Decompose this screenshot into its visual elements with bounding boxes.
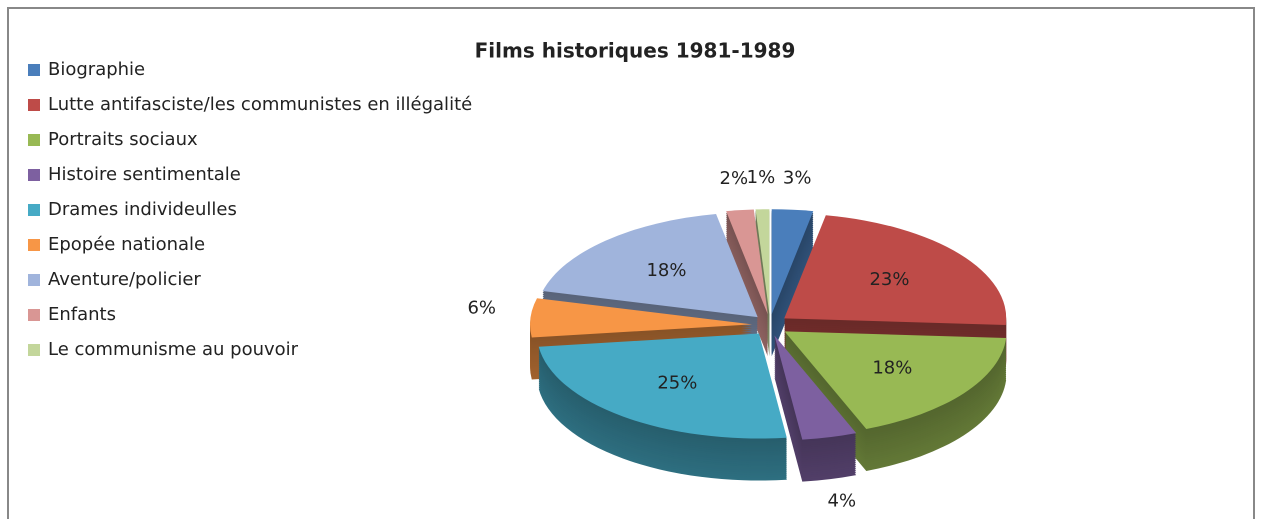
slice-side [726,213,768,319]
slice-side [726,221,768,327]
data-label: 18% [872,357,912,378]
slice-side [726,231,768,337]
legend-label: Epopée nationale [48,234,205,255]
legend-swatch [28,134,40,146]
slice [530,298,753,338]
legend-label: Lutte antifasciste/les communistes en il… [48,94,472,115]
legend-swatch [28,309,40,321]
data-label: 23% [869,269,909,290]
data-label: 6% [467,297,496,318]
slice-side [726,229,768,335]
legend-label: Enfants [48,304,116,325]
data-label: 25% [657,372,697,393]
legend-swatch [28,344,40,356]
slice-side [726,235,768,341]
slice [542,213,758,318]
data-label: 2% [720,168,749,189]
slice [784,215,1007,325]
legend-swatch [28,239,40,251]
slice [755,209,770,315]
legend-swatch [28,99,40,111]
legend-label: Drames individeulles [48,199,237,220]
slice-side [726,223,768,329]
slice-side [726,217,768,323]
slice-side [726,233,768,339]
slice-side [726,215,768,321]
data-label: 3% [783,168,812,189]
legend-label: Biographie [48,59,145,80]
slice-side [726,211,768,317]
legend-label: Le communisme au pouvoir [48,339,299,360]
slice [774,335,857,440]
legend-swatch [28,204,40,216]
legend-swatch [28,64,40,76]
slice [784,331,1007,429]
slice-side [726,225,768,331]
slice [771,209,814,315]
data-label: 4% [828,491,857,512]
slice [538,333,787,439]
legend-label: Aventure/policier [48,269,201,290]
legend-swatch [28,169,40,181]
slice-side [726,219,768,325]
legend-label: Portraits sociaux [48,129,198,150]
legend-label: Histoire sentimentale [48,164,241,185]
legend-swatch [28,274,40,286]
data-label: 18% [646,260,686,281]
data-label: 1% [747,167,776,188]
chart-title: Films historiques 1981-1989 [475,39,796,63]
slice-side [726,227,768,333]
slice [726,209,768,315]
slice-side [726,237,768,343]
